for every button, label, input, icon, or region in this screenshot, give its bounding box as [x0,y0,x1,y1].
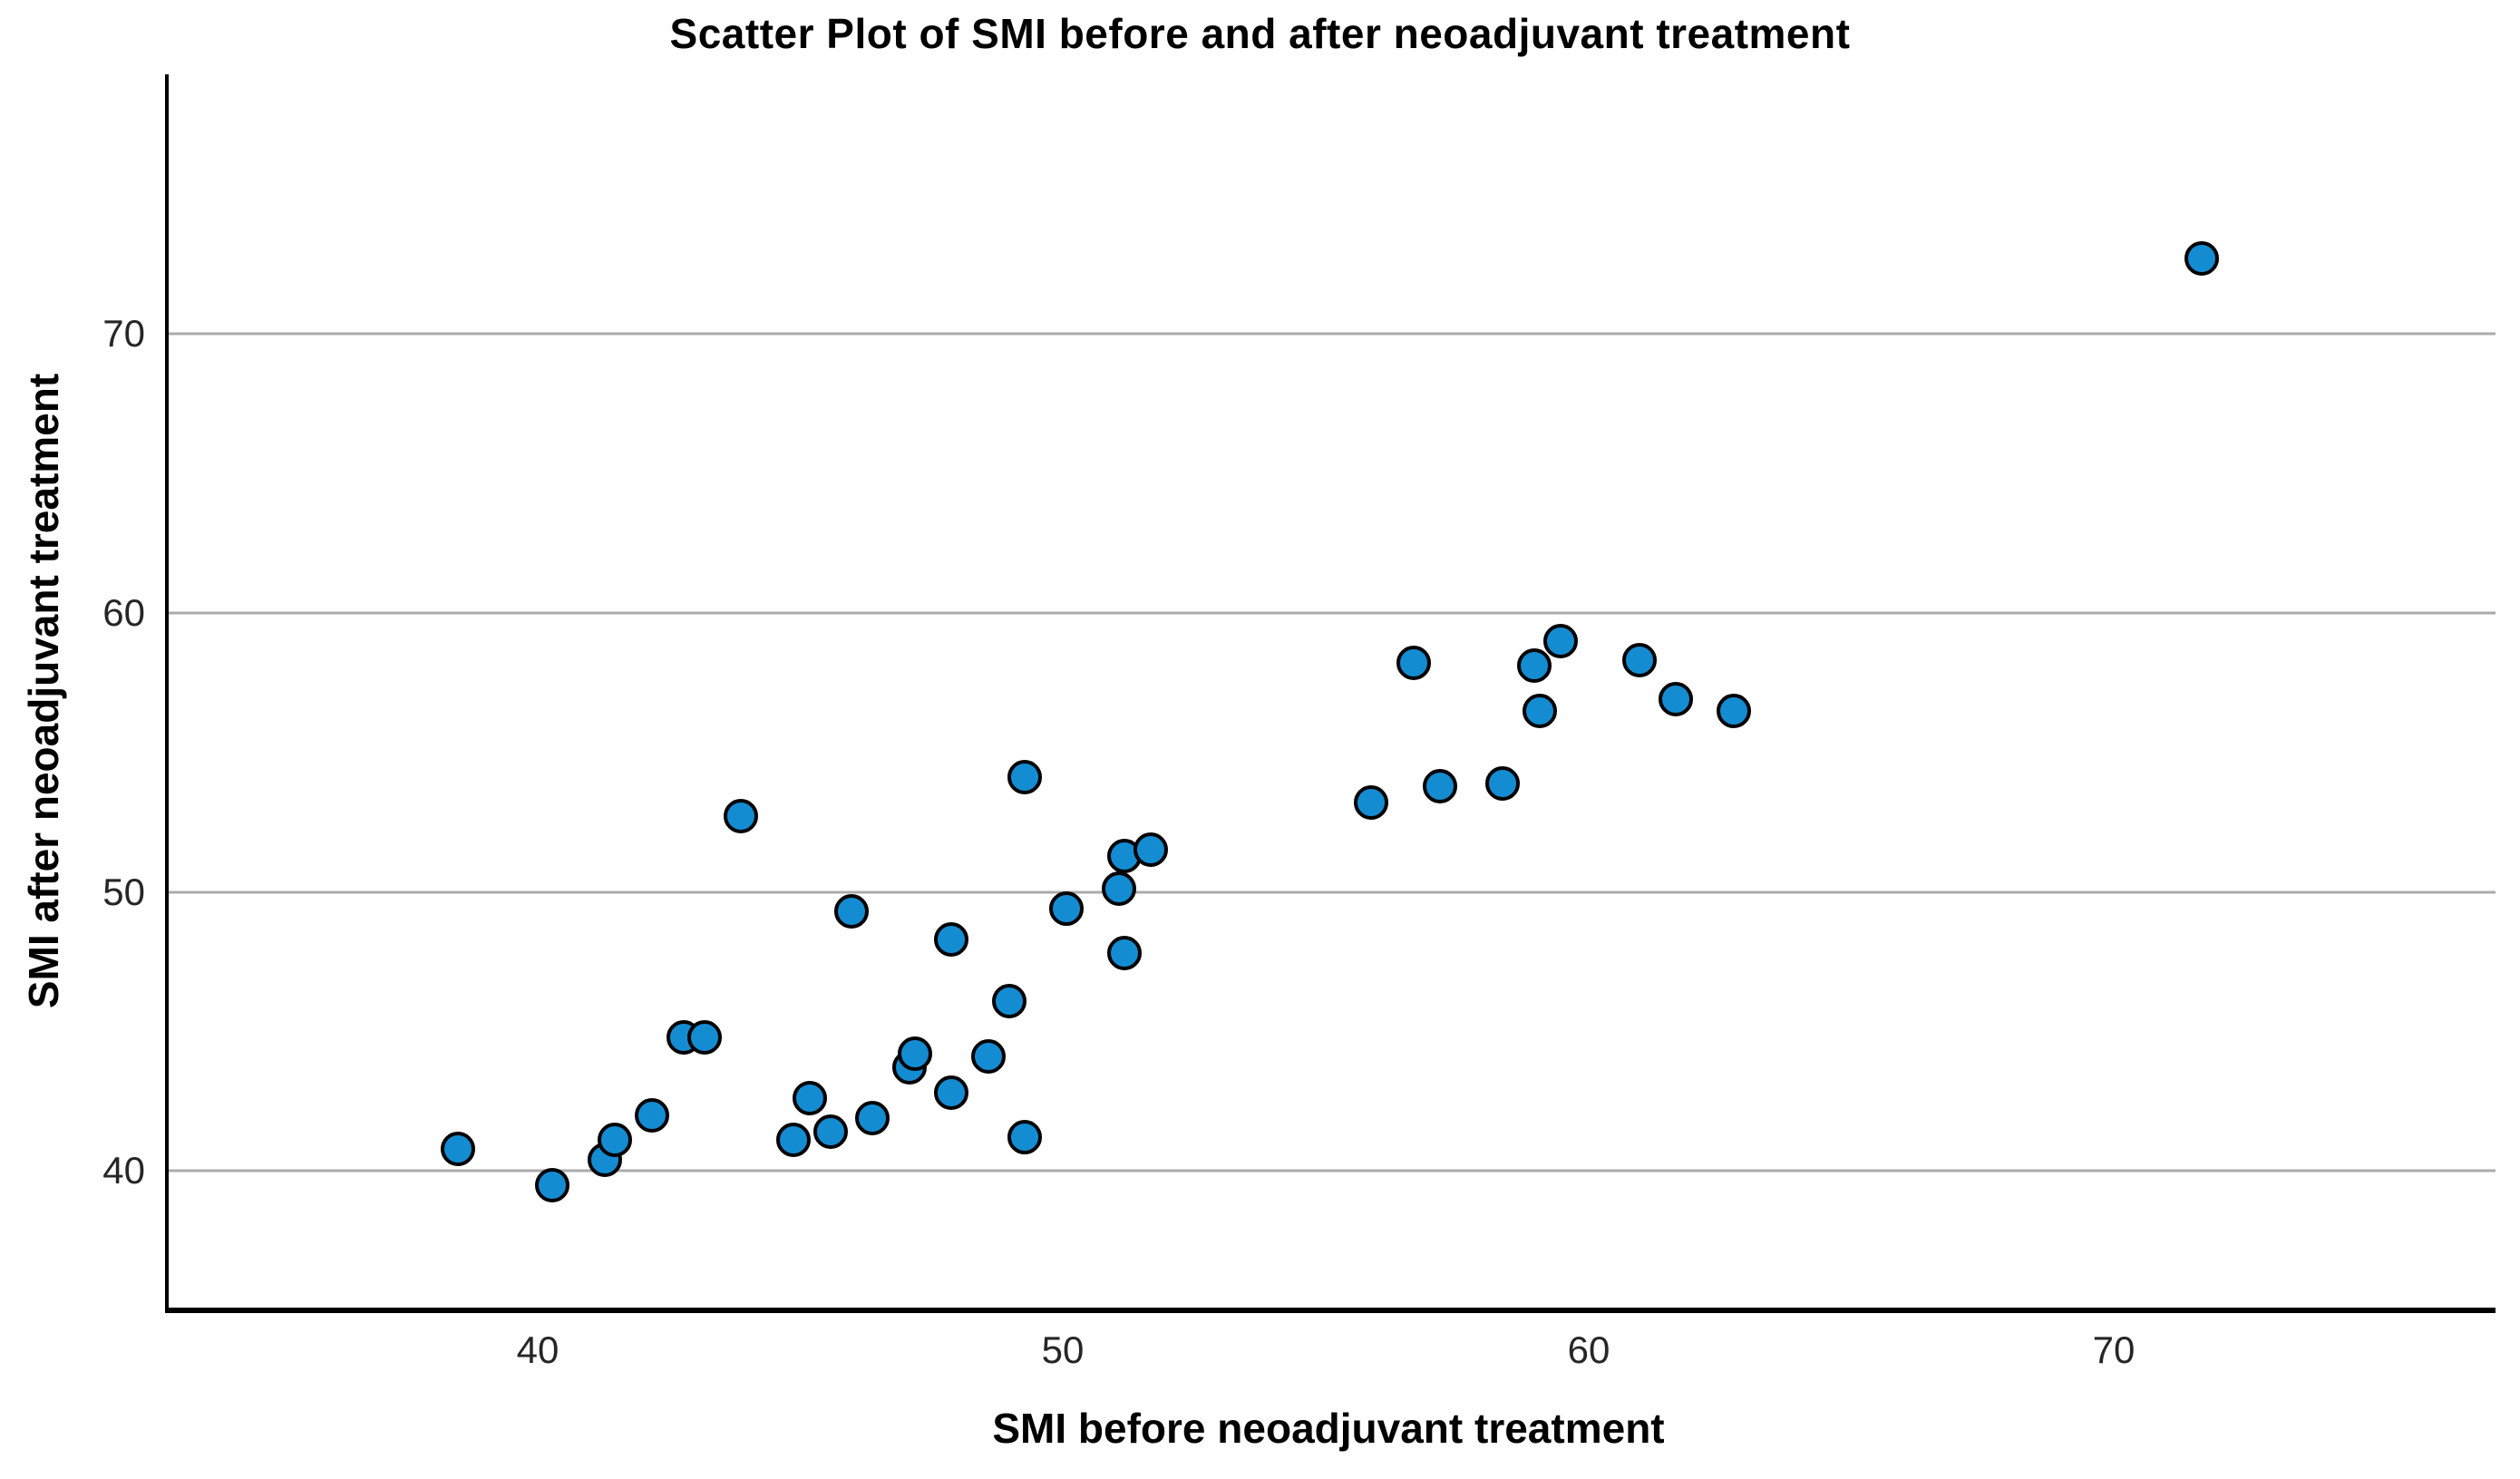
data-point [1354,785,1389,821]
data-point [1134,832,1169,868]
y-gridline [169,332,2496,336]
data-point [686,1019,722,1055]
data-point [1396,646,1431,681]
x-tick-label: 70 [2092,1328,2136,1371]
data-point [634,1097,669,1133]
y-tick-label: 40 [102,1149,145,1192]
data-point [991,983,1026,1018]
data-point [1485,765,1521,801]
data-point [1517,648,1552,684]
data-point [1007,760,1043,795]
data-point [2184,241,2219,277]
data-point [534,1167,569,1202]
x-tick-label: 50 [1041,1328,1085,1371]
data-point [1049,891,1085,926]
plot-area [165,74,2496,1313]
data-point [934,921,969,957]
y-axis-title: SMI after neoadjuvant treatment [20,373,67,1009]
data-point [1621,643,1657,678]
data-point [834,894,869,929]
data-point [1542,623,1578,658]
data-point [1717,693,1752,728]
x-tick-label: 60 [1567,1328,1610,1371]
y-tick-label: 60 [102,591,145,634]
x-tick-label: 40 [516,1328,559,1371]
data-point [776,1123,812,1158]
data-point [897,1036,932,1071]
y-gridline [169,1169,2496,1172]
data-point [934,1075,969,1111]
data-point [1007,1120,1043,1155]
data-point [792,1081,827,1116]
data-point [440,1131,475,1166]
y-tick-label: 70 [102,312,145,355]
data-point [1659,682,1694,717]
data-point [1107,936,1143,971]
data-point [724,799,759,834]
y-gridline [169,611,2496,615]
data-point [855,1100,890,1135]
x-axis-title: SMI before neoadjuvant treatment [992,1405,1665,1452]
chart-title: Scatter Plot of SMI before and after neo… [669,10,1851,57]
data-point [812,1114,848,1150]
data-point [1102,871,1137,907]
data-point [1522,693,1557,728]
y-tick-label: 50 [102,871,145,913]
data-point [970,1039,1006,1075]
data-point [598,1123,633,1158]
data-point [1422,768,1457,803]
y-gridline [169,890,2496,894]
